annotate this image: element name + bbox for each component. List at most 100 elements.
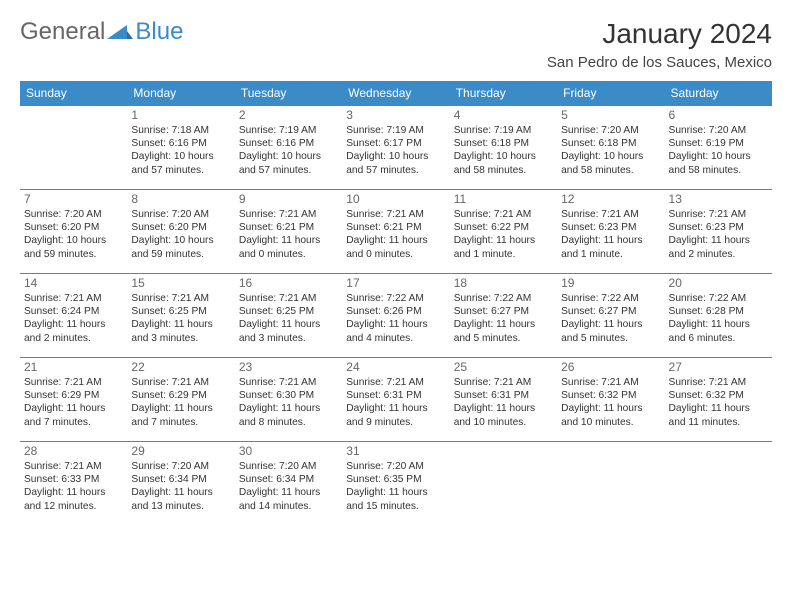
day-number: 26 (561, 360, 660, 375)
calendar-cell: 22Sunrise: 7:21 AMSunset: 6:29 PMDayligh… (127, 358, 234, 442)
day-number: 8 (131, 192, 230, 207)
day-number: 3 (346, 108, 445, 123)
calendar-week-row: 7Sunrise: 7:20 AMSunset: 6:20 PMDaylight… (20, 190, 772, 274)
day-number: 21 (24, 360, 123, 375)
sunset-text: Sunset: 6:30 PM (239, 389, 338, 402)
calendar-page: General Blue January 2024 San Pedro de l… (0, 0, 792, 536)
calendar-cell: 17Sunrise: 7:22 AMSunset: 6:26 PMDayligh… (342, 274, 449, 358)
sunset-text: Sunset: 6:17 PM (346, 137, 445, 150)
header: General Blue January 2024 San Pedro de l… (20, 18, 772, 71)
day-number: 29 (131, 444, 230, 459)
location-text: San Pedro de los Sauces, Mexico (547, 54, 772, 71)
sunset-text: Sunset: 6:22 PM (454, 221, 553, 234)
sunrise-text: Sunrise: 7:20 AM (24, 208, 123, 221)
sunset-text: Sunset: 6:32 PM (561, 389, 660, 402)
calendar-week-row: 1Sunrise: 7:18 AMSunset: 6:16 PMDaylight… (20, 106, 772, 190)
calendar-cell (557, 442, 664, 526)
day-number: 27 (669, 360, 768, 375)
daylight-text: Daylight: 11 hours and 3 minutes. (239, 318, 338, 344)
calendar-cell: 26Sunrise: 7:21 AMSunset: 6:32 PMDayligh… (557, 358, 664, 442)
sunrise-text: Sunrise: 7:21 AM (454, 376, 553, 389)
sunset-text: Sunset: 6:21 PM (239, 221, 338, 234)
sunset-text: Sunset: 6:20 PM (131, 221, 230, 234)
day-number: 14 (24, 276, 123, 291)
calendar-cell: 2Sunrise: 7:19 AMSunset: 6:16 PMDaylight… (235, 106, 342, 190)
calendar-week-row: 28Sunrise: 7:21 AMSunset: 6:33 PMDayligh… (20, 442, 772, 526)
sunrise-text: Sunrise: 7:20 AM (131, 460, 230, 473)
day-number: 12 (561, 192, 660, 207)
day-number: 16 (239, 276, 338, 291)
calendar-cell: 9Sunrise: 7:21 AMSunset: 6:21 PMDaylight… (235, 190, 342, 274)
daylight-text: Daylight: 11 hours and 0 minutes. (346, 234, 445, 260)
sunset-text: Sunset: 6:29 PM (24, 389, 123, 402)
daylight-text: Daylight: 11 hours and 15 minutes. (346, 486, 445, 512)
calendar-cell: 5Sunrise: 7:20 AMSunset: 6:18 PMDaylight… (557, 106, 664, 190)
calendar-cell: 6Sunrise: 7:20 AMSunset: 6:19 PMDaylight… (665, 106, 772, 190)
calendar-cell: 1Sunrise: 7:18 AMSunset: 6:16 PMDaylight… (127, 106, 234, 190)
calendar-cell (20, 106, 127, 190)
logo-triangle-icon (107, 23, 133, 41)
day-header: Monday (127, 81, 234, 106)
sunrise-text: Sunrise: 7:22 AM (669, 292, 768, 305)
calendar-cell: 25Sunrise: 7:21 AMSunset: 6:31 PMDayligh… (450, 358, 557, 442)
sunrise-text: Sunrise: 7:20 AM (131, 208, 230, 221)
day-number: 25 (454, 360, 553, 375)
sunset-text: Sunset: 6:26 PM (346, 305, 445, 318)
day-number: 10 (346, 192, 445, 207)
calendar-week-row: 21Sunrise: 7:21 AMSunset: 6:29 PMDayligh… (20, 358, 772, 442)
sunrise-text: Sunrise: 7:21 AM (561, 208, 660, 221)
daylight-text: Daylight: 11 hours and 14 minutes. (239, 486, 338, 512)
calendar-cell: 8Sunrise: 7:20 AMSunset: 6:20 PMDaylight… (127, 190, 234, 274)
calendar-cell: 11Sunrise: 7:21 AMSunset: 6:22 PMDayligh… (450, 190, 557, 274)
sunrise-text: Sunrise: 7:21 AM (239, 208, 338, 221)
sunset-text: Sunset: 6:34 PM (239, 473, 338, 486)
sunset-text: Sunset: 6:19 PM (669, 137, 768, 150)
sunset-text: Sunset: 6:21 PM (346, 221, 445, 234)
calendar-cell: 12Sunrise: 7:21 AMSunset: 6:23 PMDayligh… (557, 190, 664, 274)
day-header: Tuesday (235, 81, 342, 106)
day-number: 7 (24, 192, 123, 207)
calendar-cell: 4Sunrise: 7:19 AMSunset: 6:18 PMDaylight… (450, 106, 557, 190)
day-number: 11 (454, 192, 553, 207)
calendar-cell: 28Sunrise: 7:21 AMSunset: 6:33 PMDayligh… (20, 442, 127, 526)
sunset-text: Sunset: 6:24 PM (24, 305, 123, 318)
daylight-text: Daylight: 11 hours and 2 minutes. (669, 234, 768, 260)
day-number: 30 (239, 444, 338, 459)
calendar-cell: 21Sunrise: 7:21 AMSunset: 6:29 PMDayligh… (20, 358, 127, 442)
day-number: 23 (239, 360, 338, 375)
sunrise-text: Sunrise: 7:20 AM (561, 124, 660, 137)
sunrise-text: Sunrise: 7:20 AM (239, 460, 338, 473)
daylight-text: Daylight: 11 hours and 10 minutes. (454, 402, 553, 428)
sunset-text: Sunset: 6:32 PM (669, 389, 768, 402)
calendar-cell: 14Sunrise: 7:21 AMSunset: 6:24 PMDayligh… (20, 274, 127, 358)
day-number: 19 (561, 276, 660, 291)
sunrise-text: Sunrise: 7:21 AM (24, 376, 123, 389)
calendar-cell: 23Sunrise: 7:21 AMSunset: 6:30 PMDayligh… (235, 358, 342, 442)
sunset-text: Sunset: 6:25 PM (131, 305, 230, 318)
sunrise-text: Sunrise: 7:19 AM (346, 124, 445, 137)
sunrise-text: Sunrise: 7:22 AM (454, 292, 553, 305)
sunrise-text: Sunrise: 7:22 AM (346, 292, 445, 305)
sunset-text: Sunset: 6:20 PM (24, 221, 123, 234)
day-number: 18 (454, 276, 553, 291)
sunset-text: Sunset: 6:18 PM (454, 137, 553, 150)
logo-text-2: Blue (135, 18, 183, 45)
sunset-text: Sunset: 6:33 PM (24, 473, 123, 486)
sunrise-text: Sunrise: 7:21 AM (669, 376, 768, 389)
calendar-cell: 15Sunrise: 7:21 AMSunset: 6:25 PMDayligh… (127, 274, 234, 358)
daylight-text: Daylight: 11 hours and 6 minutes. (669, 318, 768, 344)
sunrise-text: Sunrise: 7:19 AM (454, 124, 553, 137)
calendar-cell: 16Sunrise: 7:21 AMSunset: 6:25 PMDayligh… (235, 274, 342, 358)
sunset-text: Sunset: 6:31 PM (346, 389, 445, 402)
sunset-text: Sunset: 6:27 PM (454, 305, 553, 318)
logo: General Blue (20, 18, 183, 46)
calendar-cell: 10Sunrise: 7:21 AMSunset: 6:21 PMDayligh… (342, 190, 449, 274)
daylight-text: Daylight: 11 hours and 7 minutes. (24, 402, 123, 428)
calendar-body: 1Sunrise: 7:18 AMSunset: 6:16 PMDaylight… (20, 106, 772, 526)
daylight-text: Daylight: 10 hours and 57 minutes. (239, 150, 338, 176)
calendar-cell: 30Sunrise: 7:20 AMSunset: 6:34 PMDayligh… (235, 442, 342, 526)
day-number: 20 (669, 276, 768, 291)
calendar-cell: 29Sunrise: 7:20 AMSunset: 6:34 PMDayligh… (127, 442, 234, 526)
sunrise-text: Sunrise: 7:21 AM (454, 208, 553, 221)
daylight-text: Daylight: 11 hours and 3 minutes. (131, 318, 230, 344)
